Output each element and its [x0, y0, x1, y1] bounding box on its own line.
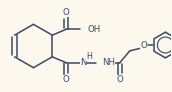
Text: O: O	[140, 40, 147, 49]
Text: O: O	[63, 8, 70, 17]
Text: H: H	[86, 52, 92, 61]
Text: OH: OH	[87, 25, 100, 34]
Text: O: O	[63, 75, 70, 84]
Text: N: N	[80, 58, 86, 67]
Text: O: O	[116, 75, 123, 84]
Text: NH: NH	[102, 58, 115, 67]
